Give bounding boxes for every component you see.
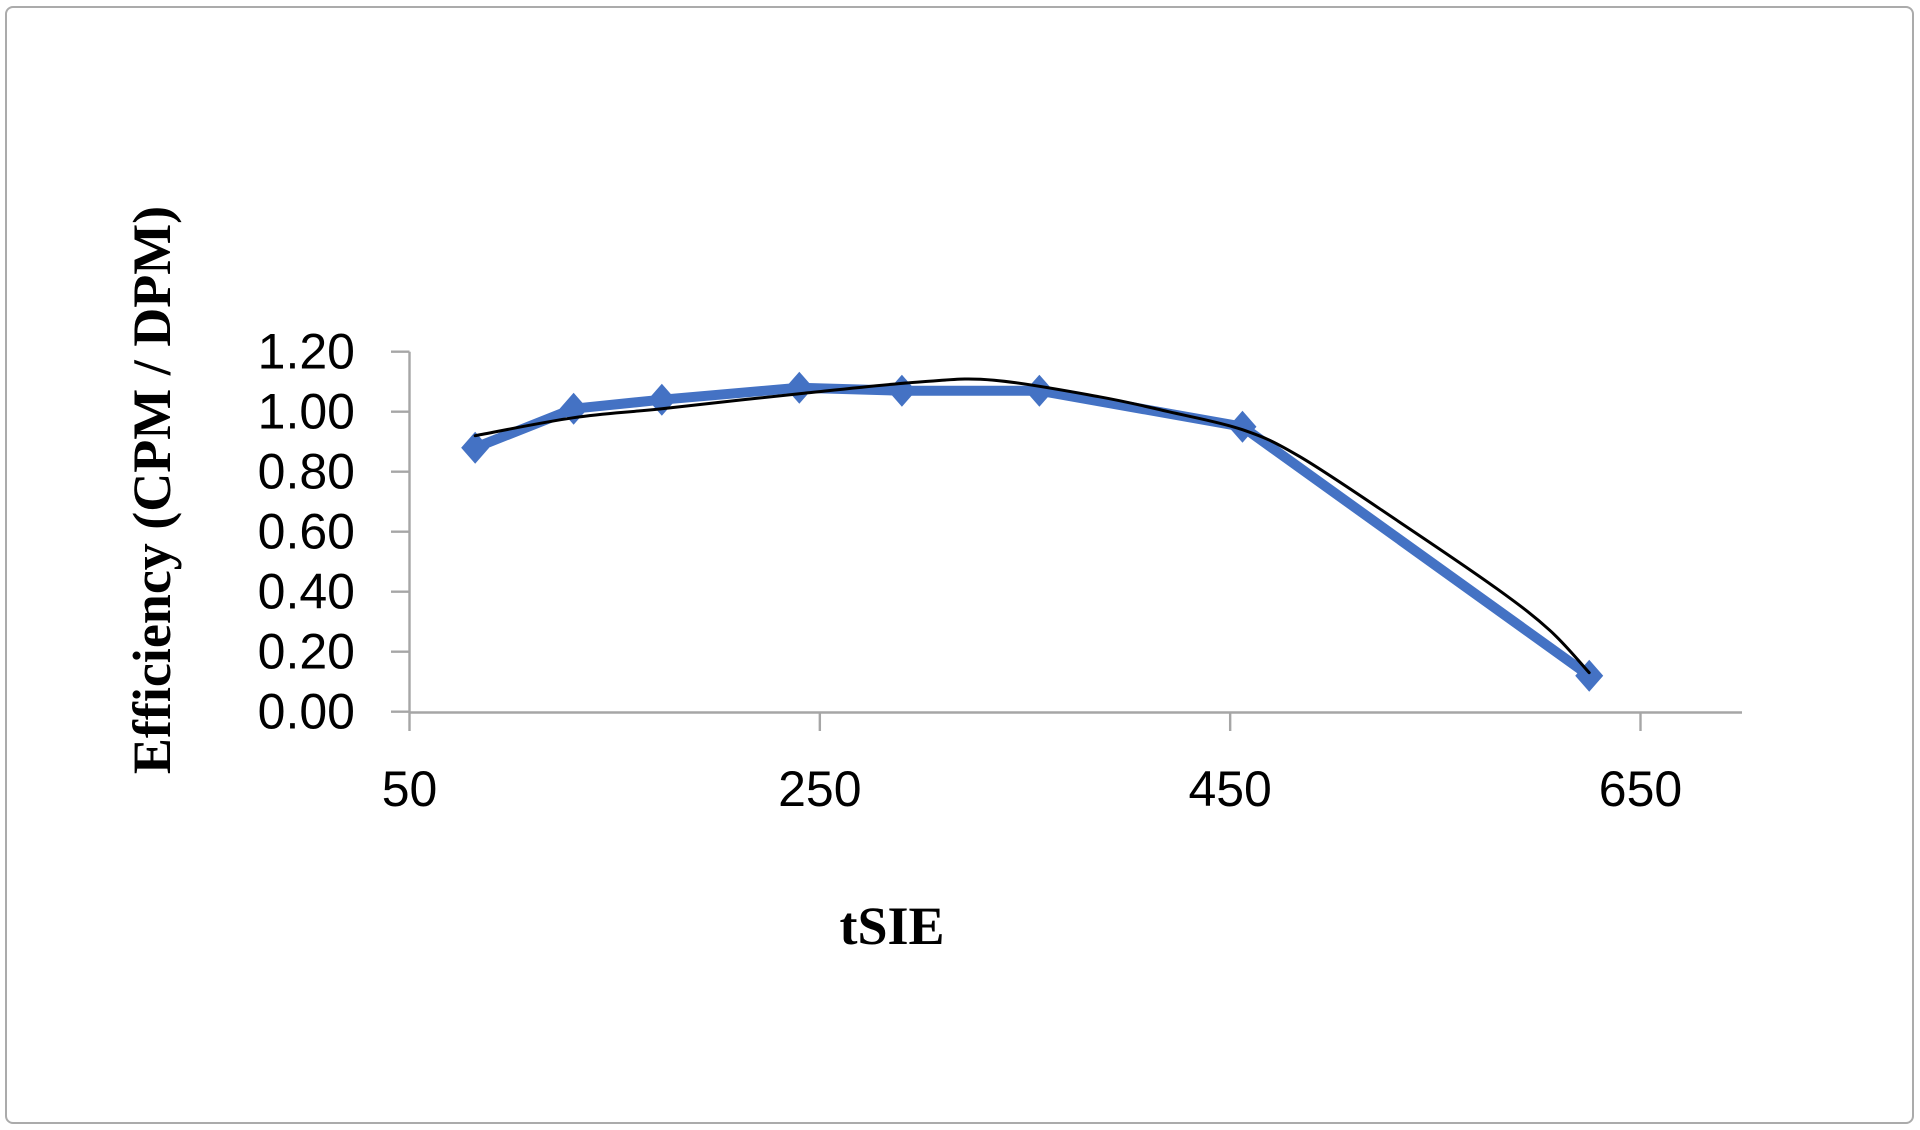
y-tick-label: 1.20 — [258, 324, 355, 380]
x-tick-label: 450 — [1188, 761, 1271, 817]
x-tick-label: 50 — [382, 761, 438, 817]
y-tick-label: 0.80 — [258, 444, 355, 500]
diamond-marker — [785, 371, 814, 404]
x-tick-label: 250 — [778, 761, 861, 817]
y-tick-label: 0.60 — [258, 504, 355, 560]
diamond-marker — [887, 374, 916, 407]
diamond-marker — [1575, 659, 1604, 692]
efficiency-series-line — [470, 382, 1595, 681]
x-tick-label: 650 — [1599, 761, 1682, 817]
y-tick-label: 0.40 — [258, 564, 355, 620]
diamond-marker — [461, 431, 490, 464]
x-axis-title: tSIE — [839, 896, 944, 956]
y-tick-label: 0.00 — [258, 684, 355, 740]
diamond-marker — [1228, 410, 1257, 443]
y-tick-label: 1.00 — [258, 384, 355, 440]
plot-area: 0.000.200.400.600.801.001.20 50 250 450 650 — [258, 324, 1742, 817]
diamond-marker — [1025, 374, 1054, 407]
y-tick-label: 0.20 — [258, 624, 355, 680]
trendline — [473, 377, 1591, 675]
y-axis-title: Efficiency (CPM / DPM) — [122, 206, 182, 774]
